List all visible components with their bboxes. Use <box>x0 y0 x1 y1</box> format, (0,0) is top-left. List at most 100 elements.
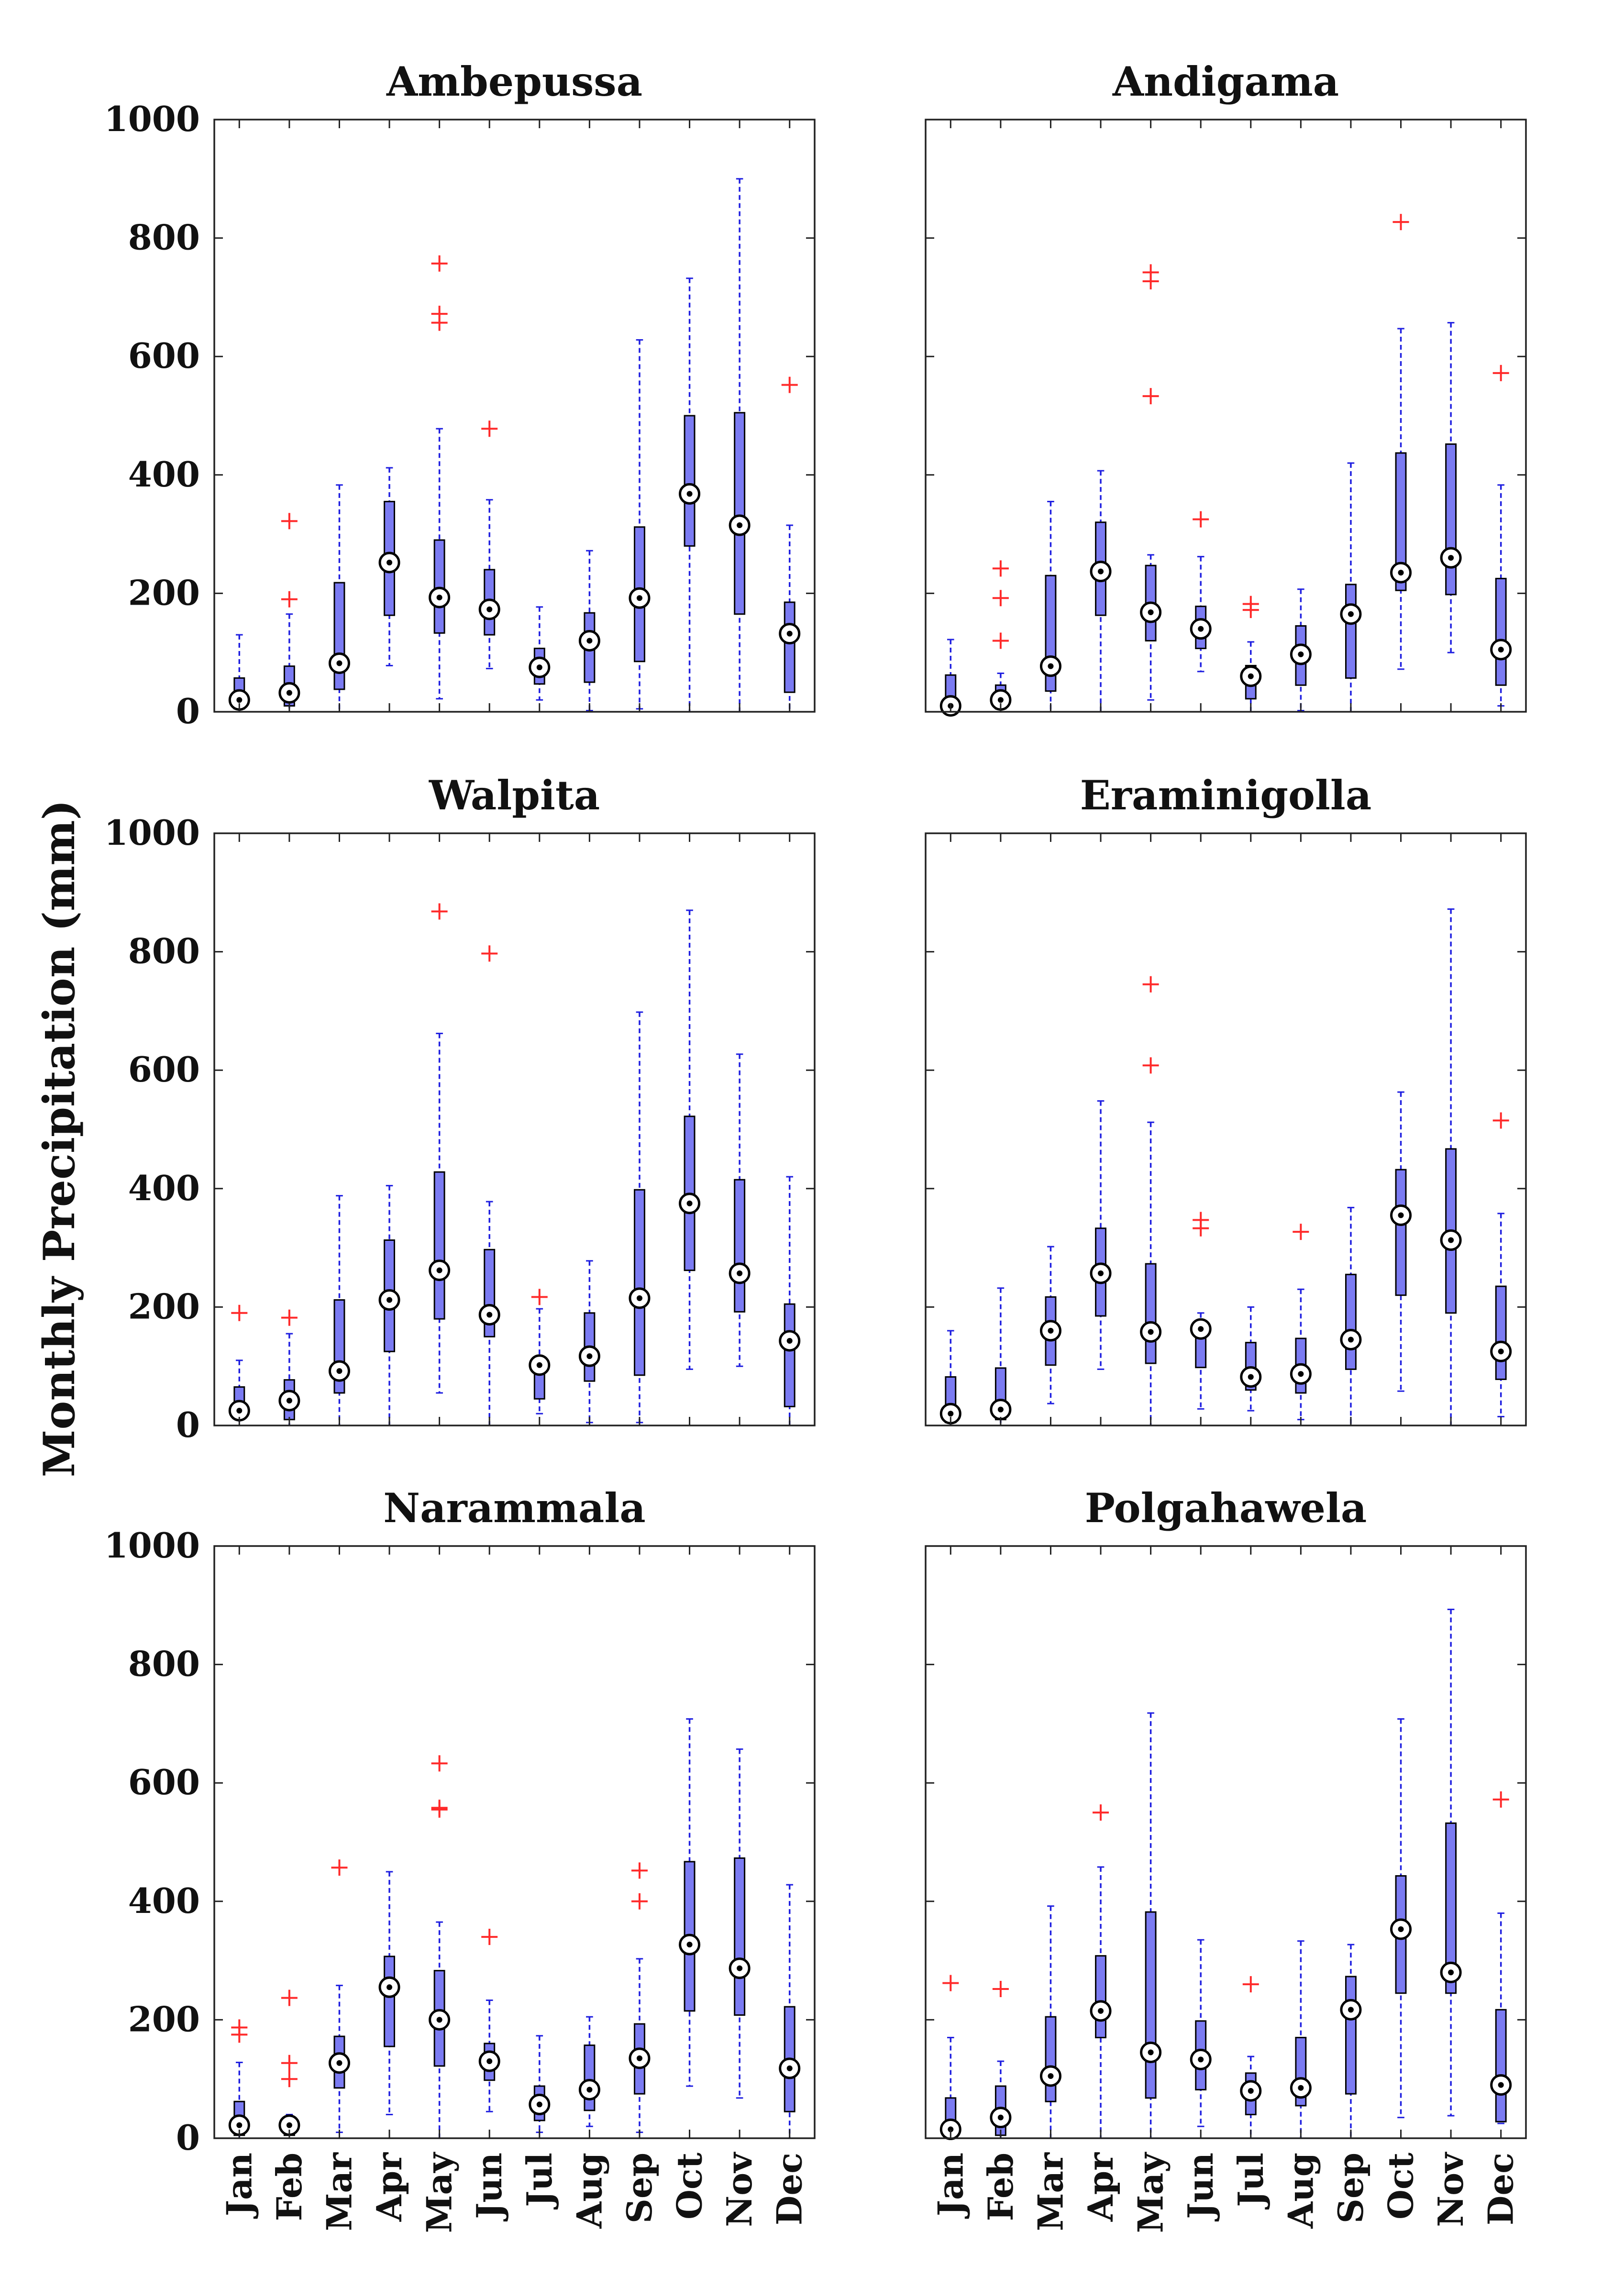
axes-frame <box>925 119 1527 713</box>
iqr-box <box>1345 584 1357 679</box>
outlier-marker <box>281 513 298 530</box>
outlier-marker <box>1142 976 1159 993</box>
iqr-box <box>1395 452 1407 591</box>
outlier-marker <box>1293 1224 1309 1240</box>
median-dot <box>997 2114 1004 2121</box>
box-mar <box>1039 1246 1061 1404</box>
box-jul <box>1240 596 1262 713</box>
median-dot <box>336 1368 342 1374</box>
median-dot <box>737 522 743 529</box>
outlier-marker <box>1242 596 1259 612</box>
box-nov <box>1440 908 1462 1426</box>
median-dot <box>1498 2082 1504 2088</box>
axes-frame <box>213 832 816 1426</box>
box-sep <box>629 339 651 710</box>
iqr-box <box>634 1189 645 1376</box>
outlier-marker <box>481 1929 498 1945</box>
median-dot <box>1298 1371 1304 1377</box>
box-nov <box>1440 322 1462 653</box>
x-tick-label: Aug <box>1280 2153 1321 2229</box>
median-dot <box>1398 570 1404 576</box>
x-tick-label: Apr <box>1080 2152 1121 2222</box>
x-tick-label: Jul <box>1230 2153 1271 2210</box>
outlier-marker <box>781 376 798 393</box>
median-dot <box>336 2060 342 2066</box>
box-mar <box>328 484 350 713</box>
y-tick-label: 400 <box>128 1168 200 1208</box>
box-aug <box>578 2016 600 2127</box>
outlier-marker <box>431 1800 448 1816</box>
outlier-marker <box>281 591 298 608</box>
outlier-marker <box>431 255 448 272</box>
x-tick-label: Mar <box>1030 2152 1071 2231</box>
median-dot <box>997 697 1004 703</box>
iqr-box <box>1345 1273 1357 1370</box>
y-tick-label: 600 <box>128 1762 200 1802</box>
box-jun <box>478 1929 500 2112</box>
median-dot <box>1048 1327 1054 1334</box>
median-dot <box>1248 673 1254 679</box>
median-dot <box>1148 609 1154 616</box>
median-dot <box>786 2065 793 2071</box>
median-dot <box>737 1270 743 1276</box>
outlier-marker <box>531 1289 548 1305</box>
outlier-marker <box>631 1893 648 1910</box>
median-dot <box>1098 2008 1104 2014</box>
median-dot <box>737 1965 743 1971</box>
median-dot <box>1348 611 1354 617</box>
x-tick-label: Apr <box>369 2152 409 2222</box>
median-dot <box>686 1942 693 1948</box>
median-dot <box>536 664 542 671</box>
outlier-marker <box>481 945 498 962</box>
median-dot <box>1148 2049 1154 2055</box>
outlier-marker <box>1093 1804 1109 1821</box>
box-apr <box>1090 1100 1112 1370</box>
median-dot <box>1098 1270 1104 1276</box>
box-aug <box>578 550 600 712</box>
median-dot <box>1098 568 1104 575</box>
y-tick-label: 200 <box>128 572 200 613</box>
outlier-marker <box>631 1862 648 1879</box>
iqr-box <box>784 601 795 693</box>
y-tick-label: 1000 <box>104 1525 200 1566</box>
subplot-title: Narammala <box>383 1484 645 1532</box>
box-dec <box>1490 365 1512 707</box>
box-nov <box>1440 1608 1462 2117</box>
x-tick-label: Feb <box>980 2153 1021 2221</box>
subplot-title: Ambepussa <box>386 58 642 105</box>
median-dot <box>1448 555 1454 561</box>
box-oct <box>679 909 701 1370</box>
subplot-grid: Ambepussa 0 200 400 600 800 1000 Andigama Walpit… <box>104 58 1527 2233</box>
box-jul <box>529 2035 551 2133</box>
iqr-box <box>734 412 746 615</box>
y-tick-label: 800 <box>128 217 200 258</box>
median-dot <box>1248 2088 1254 2094</box>
median-dot <box>236 1408 243 1414</box>
iqr-box <box>433 1171 445 1320</box>
box-dec <box>779 1176 801 1426</box>
median-dot <box>1448 1969 1454 1976</box>
median-dot <box>686 491 693 497</box>
outlier-marker <box>431 1755 448 1772</box>
x-tick-label: Oct <box>669 2153 710 2220</box>
subplot-walpita: Walpita 0 200 400 600 800 1000 <box>104 772 816 1445</box>
box-jun <box>478 945 500 1426</box>
box-aug <box>1290 588 1312 712</box>
outlier-marker <box>992 1981 1009 1998</box>
x-tick-label: Nov <box>1430 2152 1471 2227</box>
box-may <box>429 255 451 700</box>
median-dot <box>236 2122 243 2128</box>
iqr-box <box>433 539 445 634</box>
outlier-marker <box>281 1309 298 1326</box>
median-dot <box>436 1267 442 1273</box>
median-dot <box>1498 647 1504 653</box>
y-tick-label: 400 <box>128 1880 200 1921</box>
box-jun <box>478 420 500 670</box>
box-mar <box>328 1859 350 2133</box>
median-dot <box>1148 1329 1154 1335</box>
median-dot <box>1248 1374 1254 1380</box>
outlier-marker <box>281 1989 298 2006</box>
box-nov <box>729 178 751 713</box>
box-may <box>429 1755 451 2139</box>
